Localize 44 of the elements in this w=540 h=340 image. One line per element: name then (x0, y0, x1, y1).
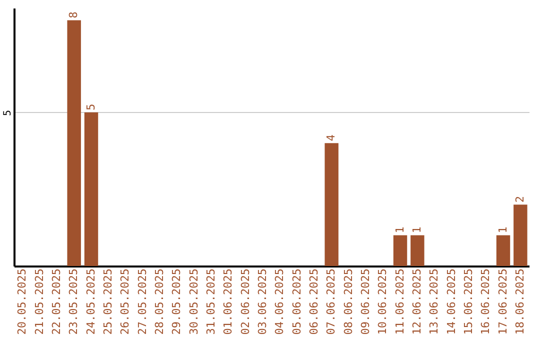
x-tick-label: 28.05.2025 (152, 268, 166, 335)
x-tick-label: 01.06.2025 (222, 268, 235, 335)
x-tick-label: 27.05.2025 (136, 268, 149, 335)
data-label: 4 (324, 134, 338, 142)
x-tick-label: 16.06.2025 (479, 268, 492, 335)
x-tick-label: 12.06.2025 (410, 268, 424, 335)
x-tick-label: 24.05.2025 (84, 268, 98, 335)
bar (67, 20, 81, 266)
data-label: 2 (513, 196, 526, 203)
data-label: 1 (410, 226, 424, 234)
x-tick-label: 18.06.2025 (513, 268, 526, 335)
x-tick-label: 17.06.2025 (496, 268, 510, 335)
x-tick-label: 08.06.2025 (342, 268, 355, 335)
bar (393, 235, 408, 266)
x-tick-label: 09.06.2025 (358, 268, 372, 335)
bar (324, 143, 338, 266)
bar (410, 235, 424, 266)
x-tick-label: 04.06.2025 (273, 268, 286, 335)
x-tick-label: 30.05.2025 (187, 268, 200, 335)
x-tick-label: 23.05.2025 (67, 268, 80, 335)
x-tick-label: 15.06.2025 (462, 268, 475, 335)
x-tick-label: 13.06.2025 (428, 268, 441, 335)
data-label: 8 (67, 12, 80, 18)
data-label: 5 (84, 104, 98, 110)
x-tick-label: 31.05.2025 (204, 268, 218, 335)
x-tick-label: 29.05.2025 (170, 268, 184, 335)
bar (514, 204, 528, 266)
x-tick-label: 11.06.2025 (393, 268, 406, 335)
x-tick-label: 20.05.2025 (16, 268, 29, 335)
x-tick-label: 06.06.2025 (307, 268, 320, 335)
data-label: 1 (393, 226, 406, 234)
x-tick-label: 22.05.2025 (50, 268, 63, 335)
x-tick-label: 26.05.2025 (118, 268, 132, 335)
x-tick-label: 07.06.2025 (324, 268, 338, 335)
data-label: 1 (496, 226, 510, 234)
x-tick-label: 10.06.2025 (376, 268, 390, 335)
bar (496, 235, 510, 266)
x-tick-label: 25.05.2025 (101, 268, 114, 335)
x-tick-label: 21.05.2025 (32, 268, 46, 335)
bar (84, 112, 98, 266)
x-tick-label: 02.06.2025 (238, 268, 252, 335)
x-tick-label: 05.06.2025 (290, 268, 304, 335)
x-tick-label: 03.06.2025 (256, 268, 269, 335)
x-tick-label: 14.06.2025 (444, 268, 458, 335)
